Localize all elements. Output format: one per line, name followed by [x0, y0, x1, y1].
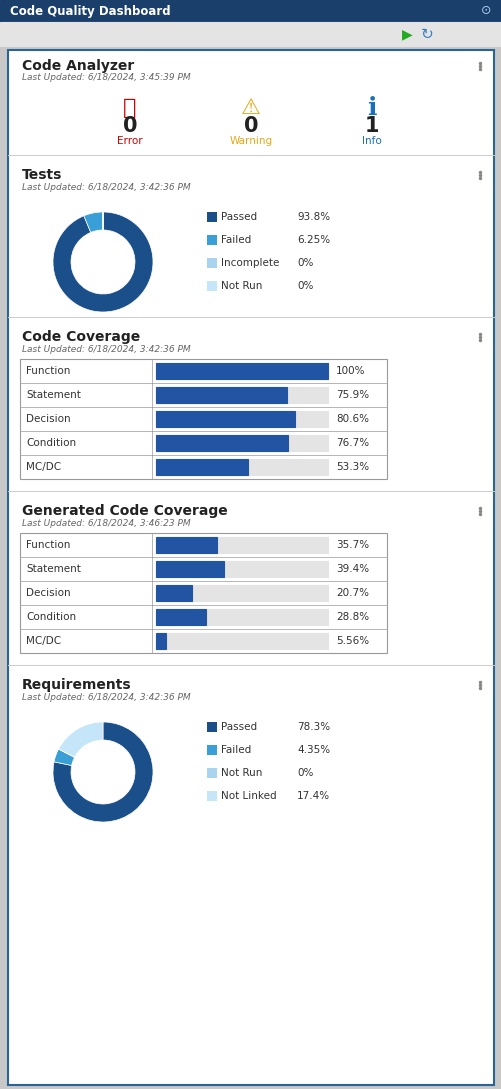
Text: 39.4%: 39.4%: [335, 564, 368, 574]
Bar: [0, 0, 501, 22]
Bar: [156, 411, 327, 427]
Text: Code Analyzer: Code Analyzer: [22, 59, 134, 73]
Bar: [206, 791, 216, 802]
Text: 0%: 0%: [297, 258, 313, 268]
Text: 0%: 0%: [297, 768, 313, 778]
Bar: [156, 387, 327, 403]
Text: Info: Info: [361, 136, 381, 146]
Text: 0: 0: [243, 117, 258, 136]
Bar: [156, 537, 217, 553]
Wedge shape: [84, 212, 103, 232]
Text: Not Run: Not Run: [220, 281, 262, 291]
Text: 17.4%: 17.4%: [297, 791, 330, 802]
Text: 78.3%: 78.3%: [297, 722, 330, 732]
Text: Function: Function: [26, 366, 70, 376]
Text: 0: 0: [123, 117, 137, 136]
Text: Decision: Decision: [26, 588, 71, 598]
Text: MC/DC: MC/DC: [26, 636, 61, 646]
Text: 0%: 0%: [297, 281, 313, 291]
Text: Generated Code Coverage: Generated Code Coverage: [22, 504, 227, 518]
Text: Decision: Decision: [26, 414, 71, 424]
Bar: [206, 212, 216, 222]
Bar: [20, 359, 386, 479]
Text: 75.9%: 75.9%: [335, 390, 368, 400]
Bar: [156, 435, 327, 451]
Text: Statement: Statement: [26, 390, 81, 400]
Wedge shape: [54, 749, 75, 766]
Text: Last Updated: 6/18/2024, 3:42:36 PM: Last Updated: 6/18/2024, 3:42:36 PM: [22, 344, 190, 354]
Text: 1: 1: [364, 117, 378, 136]
Bar: [206, 745, 216, 755]
Text: Requirements: Requirements: [22, 678, 131, 692]
Text: 20.7%: 20.7%: [335, 588, 368, 598]
Text: Not Linked: Not Linked: [220, 791, 276, 802]
Bar: [156, 537, 327, 553]
Text: ▶: ▶: [401, 27, 411, 41]
Bar: [156, 435, 288, 451]
Text: 100%: 100%: [335, 366, 365, 376]
Text: ⛔: ⛔: [123, 98, 136, 118]
Text: 35.7%: 35.7%: [335, 540, 368, 550]
Text: Statement: Statement: [26, 564, 81, 574]
Bar: [156, 585, 327, 601]
Bar: [156, 561, 223, 577]
Text: Code Quality Dashboard: Code Quality Dashboard: [10, 4, 170, 17]
Bar: [206, 258, 216, 268]
Text: ↻: ↻: [420, 26, 432, 41]
Bar: [156, 561, 327, 577]
Text: Error: Error: [117, 136, 142, 146]
Text: Failed: Failed: [220, 745, 250, 755]
Bar: [20, 533, 386, 653]
Text: Code Coverage: Code Coverage: [22, 330, 140, 344]
Wedge shape: [53, 722, 153, 822]
Text: Tests: Tests: [22, 168, 62, 182]
Wedge shape: [59, 722, 103, 757]
Text: Function: Function: [26, 540, 70, 550]
Bar: [206, 722, 216, 732]
Text: 93.8%: 93.8%: [297, 212, 330, 222]
Text: Not Run: Not Run: [220, 768, 262, 778]
Bar: [156, 458, 327, 475]
Bar: [206, 768, 216, 778]
Bar: [206, 235, 216, 245]
Text: Passed: Passed: [220, 722, 257, 732]
Text: Warning: Warning: [229, 136, 272, 146]
Text: ℹ: ℹ: [367, 96, 376, 120]
Text: Last Updated: 6/18/2024, 3:45:39 PM: Last Updated: 6/18/2024, 3:45:39 PM: [22, 73, 190, 83]
Bar: [156, 633, 327, 649]
Bar: [156, 609, 327, 625]
Text: Last Updated: 6/18/2024, 3:42:36 PM: Last Updated: 6/18/2024, 3:42:36 PM: [22, 183, 190, 192]
Bar: [156, 363, 327, 379]
Bar: [206, 281, 216, 291]
Bar: [156, 633, 165, 649]
Bar: [0, 22, 501, 46]
Text: 5.56%: 5.56%: [335, 636, 368, 646]
Text: 53.3%: 53.3%: [335, 462, 368, 472]
Bar: [156, 458, 247, 475]
Text: Last Updated: 6/18/2024, 3:42:36 PM: Last Updated: 6/18/2024, 3:42:36 PM: [22, 693, 190, 701]
Text: ⊙: ⊙: [480, 4, 490, 17]
Text: 6.25%: 6.25%: [297, 235, 330, 245]
Bar: [156, 411, 294, 427]
Bar: [156, 585, 191, 601]
Bar: [156, 387, 286, 403]
Text: 4.35%: 4.35%: [297, 745, 330, 755]
Text: Condition: Condition: [26, 612, 76, 622]
Text: Incomplete: Incomplete: [220, 258, 279, 268]
Bar: [156, 609, 205, 625]
Text: 80.6%: 80.6%: [335, 414, 368, 424]
Bar: [156, 363, 327, 379]
Wedge shape: [53, 212, 153, 313]
Text: MC/DC: MC/DC: [26, 462, 61, 472]
Text: Passed: Passed: [220, 212, 257, 222]
Text: 76.7%: 76.7%: [335, 438, 368, 448]
Text: Condition: Condition: [26, 438, 76, 448]
Text: Failed: Failed: [220, 235, 250, 245]
Wedge shape: [59, 749, 75, 757]
Text: 28.8%: 28.8%: [335, 612, 368, 622]
Text: ⚠: ⚠: [240, 98, 261, 118]
Text: Last Updated: 6/18/2024, 3:46:23 PM: Last Updated: 6/18/2024, 3:46:23 PM: [22, 518, 190, 527]
